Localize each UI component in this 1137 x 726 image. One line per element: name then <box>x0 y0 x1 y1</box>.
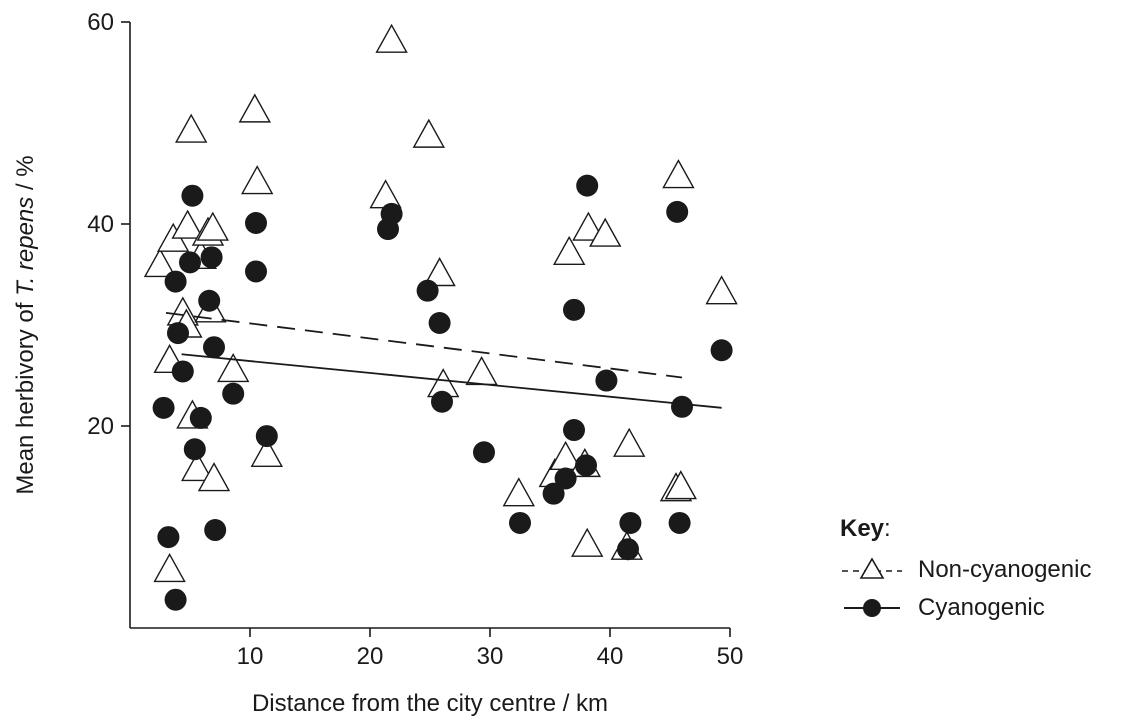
legend: Key: Non-cyanogenic Cyanogenic <box>840 515 1135 627</box>
non-cyanogenic-point <box>181 451 214 482</box>
non-cyanogenic-point <box>369 179 402 209</box>
non-cyanogenic-point <box>250 437 283 467</box>
cyanogenic-trend-line <box>181 353 722 409</box>
non-cyanogenic-point <box>197 462 231 492</box>
cyanogenic-point <box>542 482 565 505</box>
non-cyanogenic-point <box>465 356 498 386</box>
cyanogenic-point <box>181 184 204 207</box>
non-cyanogenic-point <box>705 275 738 305</box>
legend-label-non-cyanogenic: Non-cyanogenic <box>918 556 1092 583</box>
non-cyanogenic-point <box>662 159 695 189</box>
x-tick-label: 20 <box>357 643 384 670</box>
solid-circle-legend-icon <box>844 599 900 617</box>
cyanogenic-point <box>183 438 206 461</box>
cyanogenic-point <box>563 419 585 442</box>
dashed-triangle-legend-icon <box>842 557 902 579</box>
x-tick-label: 40 <box>597 643 624 670</box>
non-cyanogenic-point <box>589 217 622 247</box>
cyanogenic-point <box>671 395 693 418</box>
cyanogenic-point <box>198 289 221 312</box>
y-axis-label-prefix: Mean herbivory of <box>12 296 39 495</box>
cyanogenic-point <box>431 390 453 413</box>
cyanogenic-point <box>222 382 245 405</box>
non-cyanogenic-point <box>241 165 274 195</box>
y-axis-label-species: T. repens <box>12 197 39 296</box>
plot-marks <box>143 23 738 611</box>
non-cyanogenic-point <box>153 552 186 583</box>
cyanogenic-point <box>416 279 439 302</box>
non-cyanogenic-point <box>502 477 535 507</box>
y-tick-label: 40 <box>87 211 114 238</box>
cyanogenic-point <box>710 339 733 362</box>
non-cyanogenic-point <box>143 247 177 278</box>
non-cyanogenic-point <box>217 352 250 383</box>
non-cyanogenic-point <box>423 257 456 287</box>
legend-item-non-cyanogenic: Non-cyanogenic <box>840 551 1135 589</box>
cyanogenic-point <box>380 202 403 225</box>
legend-title: Key: <box>840 515 1135 543</box>
cyanogenic-point <box>157 526 180 549</box>
non-cyanogenic-point <box>571 527 604 557</box>
non-cyanogenic-trend-line <box>165 311 683 379</box>
cyanogenic-point <box>563 298 585 321</box>
y-axis-label: Mean herbivory of T. repens / % <box>12 155 39 494</box>
cyanogenic-point <box>255 425 278 448</box>
non-cyanogenic-point <box>375 23 408 53</box>
cyanogenic-point <box>203 336 225 359</box>
x-axis-label: Distance from the city centre / km <box>252 690 608 717</box>
cyanogenic-point <box>473 441 495 464</box>
trend-lines <box>165 311 722 409</box>
cyanogenic-point <box>666 200 689 223</box>
cyanogenic-point <box>245 260 267 283</box>
non-cyanogenic-point <box>572 211 605 241</box>
x-axis-ticks: 10 20 30 40 50 <box>237 628 744 670</box>
y-tick-label: 20 <box>87 413 114 440</box>
y-axis-label-suffix: / % <box>12 155 39 196</box>
legend-title-colon: : <box>884 515 891 542</box>
x-tick-label: 50 <box>717 643 744 670</box>
non-cyanogenic-point <box>553 235 586 265</box>
cyanogenic-point <box>576 174 599 197</box>
legend-title-key: Key <box>840 515 885 542</box>
cyanogenic-point <box>245 211 267 234</box>
cyanogenic-point <box>200 246 223 269</box>
x-tick-label: 30 <box>477 643 504 670</box>
non-cyanogenic-point <box>175 113 208 143</box>
non-cyanogenic-point <box>196 211 229 241</box>
non-cyanogenic-point <box>171 209 204 239</box>
non-cyanogenic-point <box>613 427 646 457</box>
cyanogenic-point <box>167 322 189 345</box>
cyanogenic-point <box>152 396 175 419</box>
y-tick-label: 60 <box>87 9 114 36</box>
cyanogenic-point <box>164 588 187 611</box>
cyanogenic-point <box>164 270 187 293</box>
cyanogenic-point <box>171 360 194 383</box>
non-cyanogenic-point <box>664 470 697 500</box>
x-tick-label: 10 <box>237 643 264 670</box>
legend-item-cyanogenic: Cyanogenic <box>840 589 1135 627</box>
cyanogenic-point <box>189 406 212 429</box>
y-axis-ticks: 20 40 60 <box>87 9 130 440</box>
cyanogenic-point <box>668 511 691 534</box>
non-cyanogenic-point <box>238 93 271 123</box>
cyanogenic-point <box>204 519 227 542</box>
legend-label-cyanogenic: Cyanogenic <box>918 594 1045 621</box>
cyanogenic-point <box>179 251 201 274</box>
cyanogenic-point <box>617 538 639 561</box>
cyanogenic-point <box>619 511 642 534</box>
cyanogenic-point <box>595 369 618 392</box>
cyanogenic-point <box>428 311 451 334</box>
cyanogenic-point <box>554 467 577 490</box>
cyanogenic-point <box>575 454 597 477</box>
cyanogenic-point <box>509 511 531 534</box>
non-cyanogenic-point <box>412 118 445 148</box>
